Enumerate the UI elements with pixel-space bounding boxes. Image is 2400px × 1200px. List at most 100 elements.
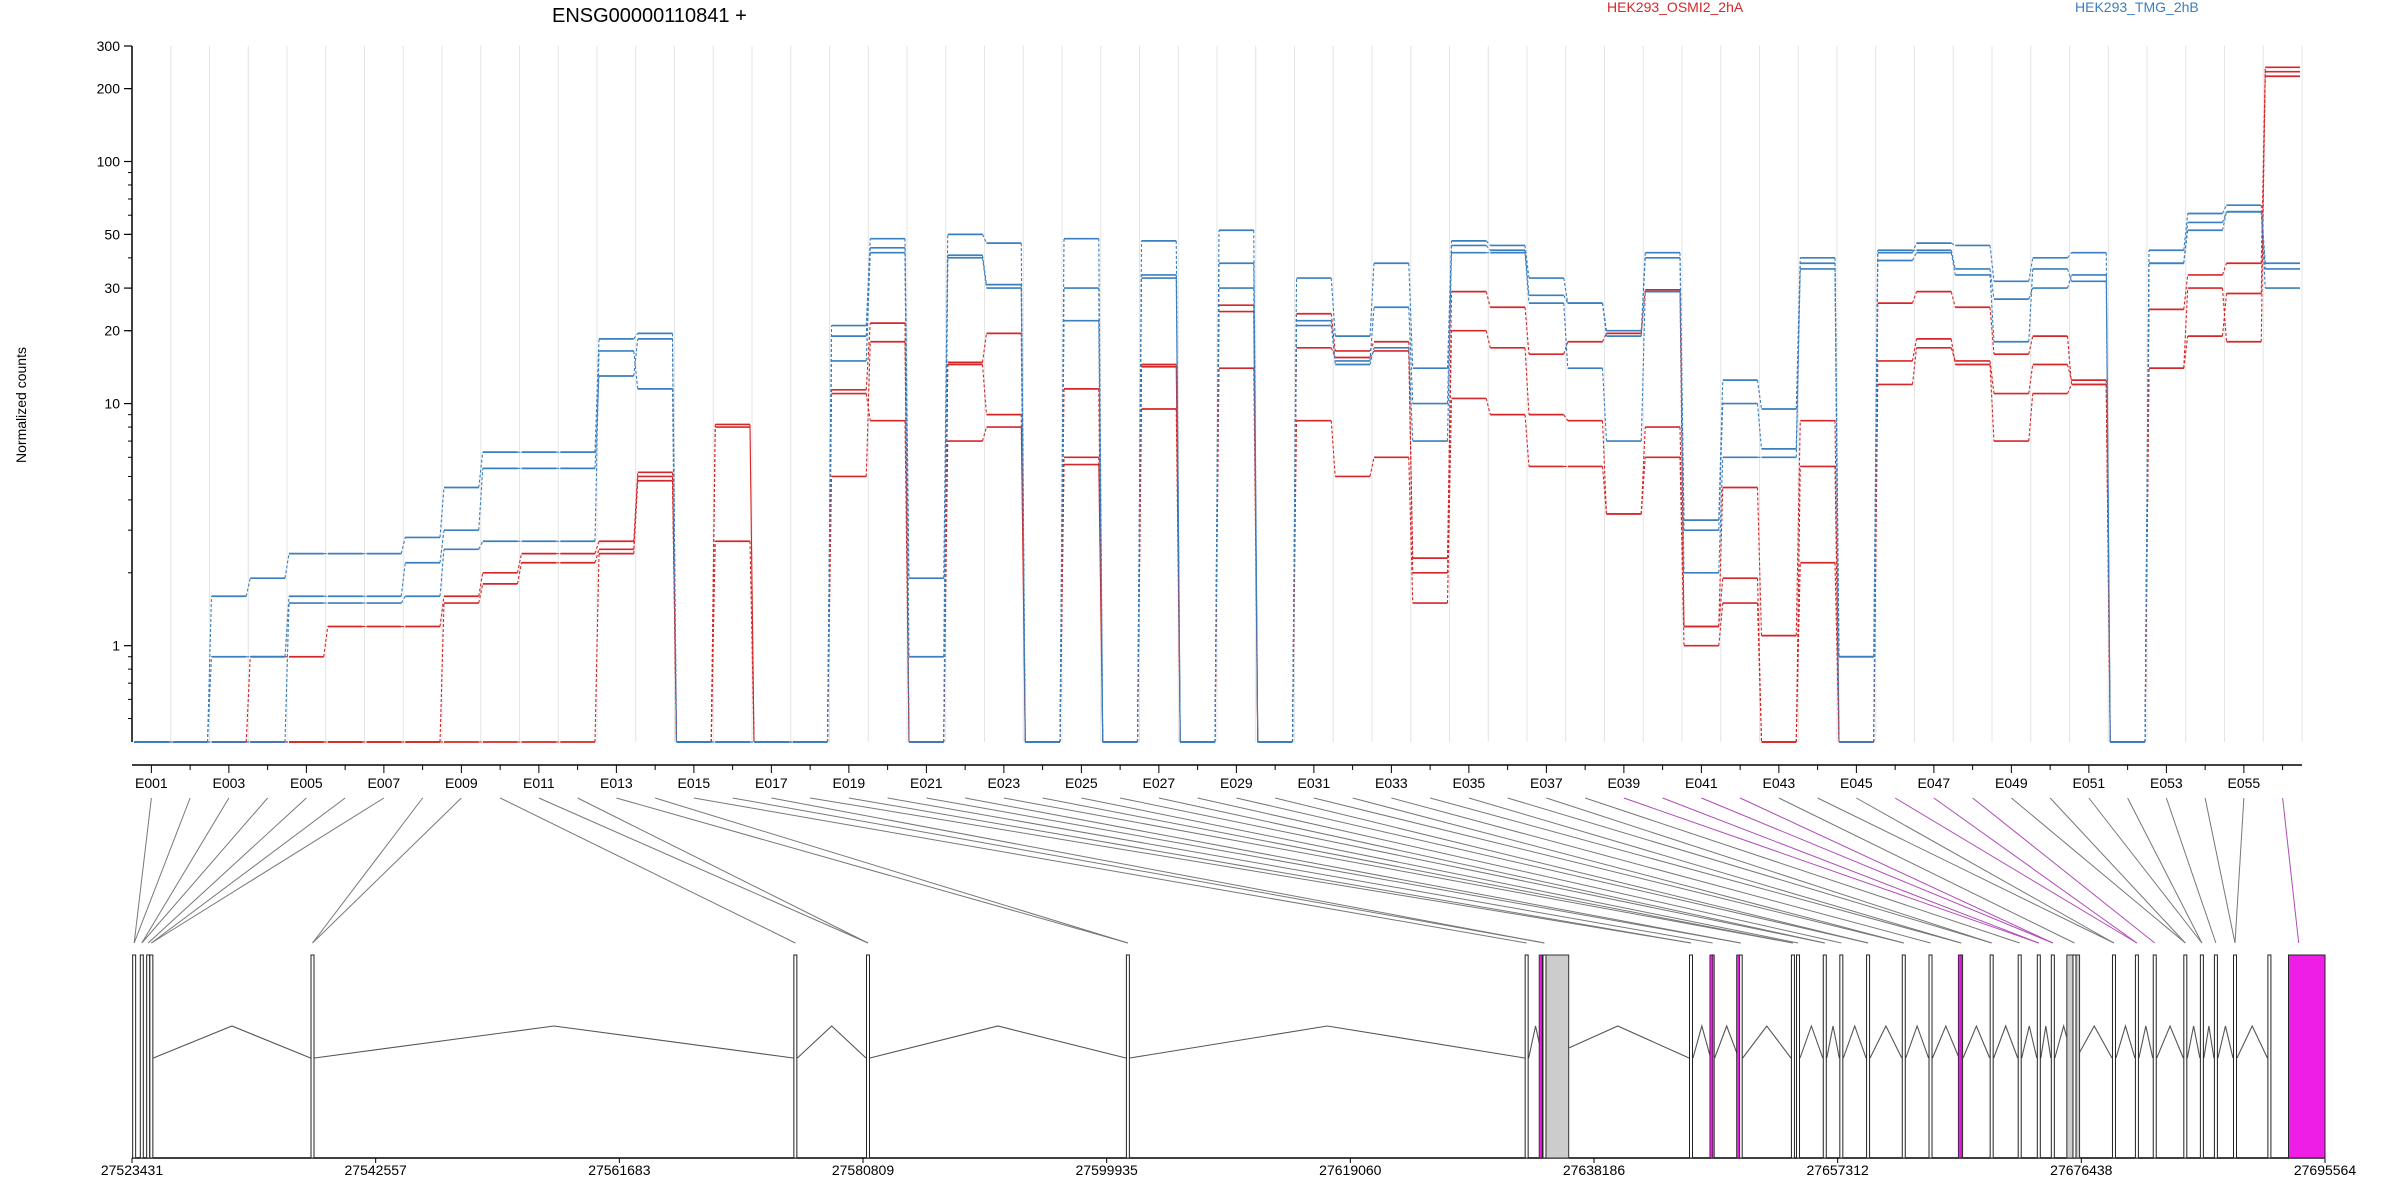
data-connector xyxy=(2221,211,2228,231)
data-connector xyxy=(323,626,329,657)
data-connector xyxy=(865,238,871,326)
x-tick-label: E055 xyxy=(2228,775,2261,791)
data-connector xyxy=(2260,76,2266,294)
legend-entry-condition-b: HEK293_TMG_2hB xyxy=(2075,0,2199,15)
exon-block xyxy=(793,954,798,1159)
data-connector xyxy=(1098,288,1104,743)
data-connector xyxy=(1524,252,1530,304)
data-connector xyxy=(1369,307,1375,361)
x-tick-label: E013 xyxy=(600,775,633,791)
x-tick-label: E031 xyxy=(1298,775,1331,791)
genome-tick-label: 27638186 xyxy=(1563,1162,1626,1178)
data-connector xyxy=(1563,303,1569,369)
data-connector xyxy=(478,540,484,550)
data-connector xyxy=(1291,325,1298,743)
exon-connector-line xyxy=(2127,797,2203,944)
data-connector xyxy=(865,393,871,421)
data-connector xyxy=(439,487,445,538)
x-tick-label: E007 xyxy=(368,775,401,791)
data-connector xyxy=(1911,338,1918,362)
data-connector xyxy=(1989,274,1995,342)
data-connector xyxy=(284,553,290,579)
x-tick-label: E017 xyxy=(755,775,788,791)
data-connector xyxy=(1912,252,1917,261)
intron-line xyxy=(1869,1024,1903,1059)
data-connector xyxy=(2028,393,2034,442)
exon-connector-line xyxy=(771,797,1545,944)
data-connector xyxy=(710,541,716,743)
data-connector xyxy=(594,549,600,563)
genome-tick-label: 27657312 xyxy=(1807,1162,1870,1178)
data-connector xyxy=(2028,287,2034,300)
exon-block xyxy=(865,954,870,1159)
data-connector xyxy=(633,333,639,340)
x-tick-label: E011 xyxy=(523,775,555,791)
data-connector xyxy=(1873,260,1879,743)
exon-connector-line xyxy=(2234,797,2245,944)
data-connector xyxy=(1330,313,1336,351)
data-connector xyxy=(1834,268,1840,743)
data-connector xyxy=(1601,466,1608,515)
data-connector xyxy=(633,350,639,389)
intron-line xyxy=(1714,1024,1740,1059)
exon-connector-line xyxy=(538,797,869,944)
intron-line xyxy=(1962,1024,1991,1059)
intron-line xyxy=(1546,1025,1690,1059)
data-connector xyxy=(1718,403,1724,531)
y-tick-label: 20 xyxy=(104,323,120,339)
exon-block xyxy=(1822,954,1827,1159)
data-connector xyxy=(1563,341,1569,355)
exon-block xyxy=(1542,954,1570,1159)
exon-connector-line xyxy=(1856,797,2115,944)
legend-entry-condition-a: HEK293_OSMI2_2hA xyxy=(1607,0,1744,15)
exon-connector-line xyxy=(848,797,1692,944)
exon-connector-line xyxy=(1313,797,1904,944)
data-connector xyxy=(2222,204,2227,214)
data-connector xyxy=(1485,330,1491,348)
exon-connector-line xyxy=(1894,797,2138,944)
exon-block xyxy=(310,954,315,1159)
data-connector xyxy=(1485,245,1491,251)
exon-block xyxy=(1524,954,1529,1159)
data-connector xyxy=(594,541,600,554)
data-connector xyxy=(439,549,445,597)
data-connector xyxy=(981,426,988,442)
y-tick-label: 300 xyxy=(97,38,121,54)
x-tick-label: E029 xyxy=(1220,775,1253,791)
data-connector xyxy=(1601,420,1608,514)
exon-connector-line xyxy=(151,797,346,944)
data-connector xyxy=(1601,303,1608,337)
data-connector xyxy=(1253,288,1259,743)
data-connector xyxy=(1446,398,1453,604)
exon-block xyxy=(2213,954,2218,1159)
exon-connector-line xyxy=(1158,797,1825,944)
data-connector xyxy=(478,572,484,597)
data-connector xyxy=(1485,291,1491,308)
data-connector xyxy=(2183,213,2189,251)
data-connector xyxy=(1369,347,1375,365)
exon-block xyxy=(1901,954,1906,1159)
data-connector xyxy=(826,336,833,743)
y-tick-label: 100 xyxy=(97,154,121,170)
exon-block xyxy=(1790,954,1795,1159)
exon-connector-line xyxy=(1352,797,1904,944)
data-connector xyxy=(439,530,445,563)
data-connector xyxy=(749,427,755,743)
data-connector xyxy=(1369,457,1375,477)
exon-connector-line xyxy=(1081,797,1799,944)
data-connector xyxy=(594,375,600,469)
data-connector xyxy=(981,234,988,244)
x-tick-label: E027 xyxy=(1143,775,1176,791)
data-connector xyxy=(478,468,484,531)
data-connector xyxy=(1524,347,1530,415)
exon-connector-line xyxy=(1391,797,1931,944)
genome-tick-label: 27561683 xyxy=(588,1162,651,1178)
data-connector xyxy=(1524,245,1530,279)
genome-tick-label: 27599935 xyxy=(1076,1162,1139,1178)
x-tick-label: E019 xyxy=(833,775,866,791)
data-connector xyxy=(1563,295,1569,304)
data-connector xyxy=(1446,330,1453,559)
exon-block-highlighted xyxy=(1957,954,1962,1159)
y-tick-label: 200 xyxy=(97,81,121,97)
